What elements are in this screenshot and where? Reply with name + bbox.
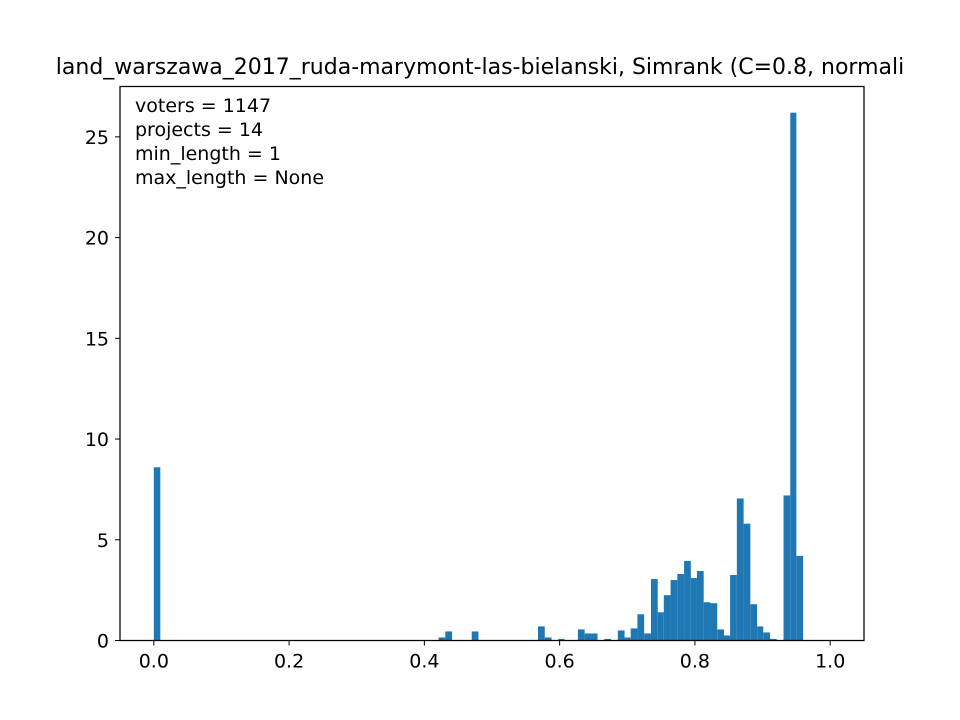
x-tick-label: 0.8 [680,651,710,673]
histogram-bar [637,614,645,641]
y-tick-label: 20 [85,228,109,250]
bars-group [153,112,804,641]
histogram-bar [736,498,744,641]
x-axis: 0.0 0.2 0.4 0.6 0.8 1.0 [139,640,845,673]
histogram-bar [796,555,804,641]
histogram-bar [558,638,565,641]
histogram-bar [677,574,685,641]
histogram-bar [696,570,704,641]
histogram-bar [544,637,552,641]
histogram-bar [617,630,625,641]
histogram-bar [438,637,446,641]
y-axis: 0 5 10 15 20 25 [85,127,120,653]
y-tick-label: 0 [97,631,109,653]
x-tick-label: 0.0 [139,651,169,673]
stats-annotation-line: voters = 1147 [135,95,271,117]
histogram-bar [670,580,678,641]
histogram-bar [790,112,797,641]
x-tick-label: 1.0 [815,651,845,673]
histogram-bar [690,578,697,641]
histogram-bar [630,628,638,641]
x-tick-label: 0.6 [545,651,575,673]
stats-annotation-line: projects = 14 [135,119,263,141]
histogram-bar [624,637,631,641]
y-tick-label: 15 [85,328,109,350]
x-tick-label: 0.4 [409,651,439,673]
histogram-bar [684,560,691,641]
histogram-bar [584,633,592,641]
histogram-bar [153,467,161,641]
stats-annotation-line: min_length = 1 [135,143,281,165]
chart-title: land_warszawa_2017_ruda-marymont-las-bie… [56,55,904,80]
y-tick-label: 5 [97,530,109,552]
histogram-bar [757,626,764,641]
x-tick-label: 0.2 [274,651,304,673]
histogram-bar [445,631,453,641]
plot-frame [119,85,865,642]
histogram-bar [750,604,758,641]
histogram-bar [703,602,711,641]
histogram-bar [663,595,671,641]
histogram-bar [730,575,737,641]
histogram-bar [471,631,479,641]
histogram-bar [591,633,598,641]
histogram-bar [763,632,770,641]
stats-annotation-line: max_length = None [135,167,324,189]
histogram-bar [710,603,718,641]
histogram-bar [717,629,724,641]
histogram-bar [644,633,651,641]
y-tick-label: 10 [85,429,109,451]
histogram-bar [657,612,664,641]
histogram-bar [537,626,545,641]
histogram-bar [723,635,731,641]
histogram-bar [650,579,658,641]
histogram-bar [577,629,585,641]
histogram-bar [743,523,751,641]
histogram-bar [769,638,777,641]
histogram-bar [604,638,612,641]
y-tick-label: 25 [85,127,109,149]
histogram-bar [783,495,791,641]
